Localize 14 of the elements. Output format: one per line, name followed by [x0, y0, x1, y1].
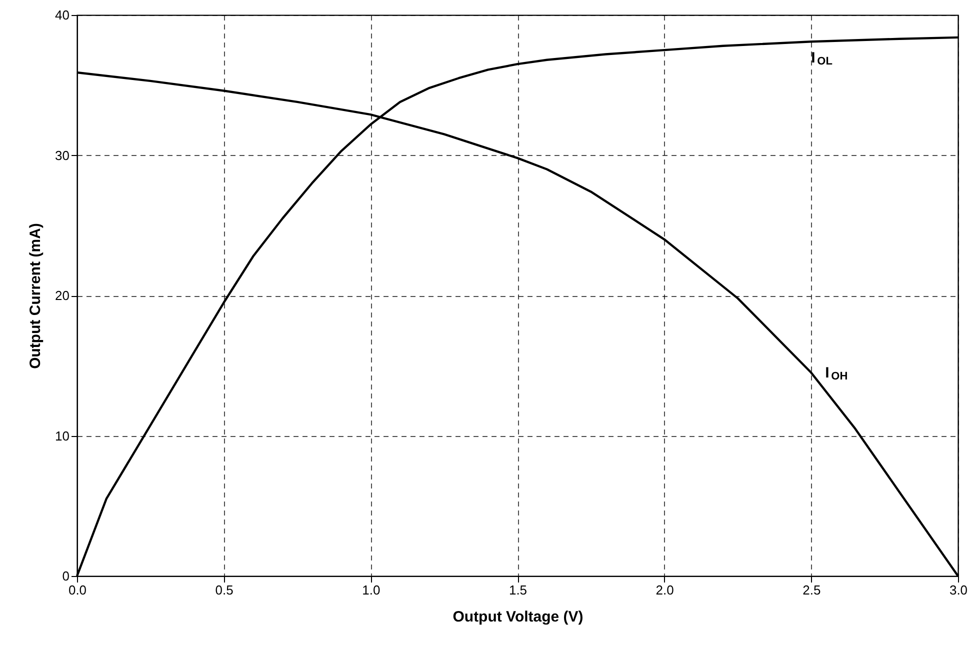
y-tick-label: 20: [55, 288, 70, 303]
x-tick-label: 3.0: [949, 582, 968, 598]
y-tick-label: 0: [62, 568, 70, 584]
x-tick-label: 0.5: [215, 582, 234, 598]
x-tick-label: 1.5: [508, 582, 528, 598]
y-tick-label: 10: [55, 428, 70, 444]
y-tick-label: 30: [55, 148, 70, 163]
y-axis-title: Output Current (mA): [27, 223, 44, 369]
x-tick-label: 2.0: [656, 582, 674, 598]
x-tick-label: 0.0: [68, 582, 87, 598]
x-axis-title: Output Voltage (V): [452, 608, 584, 626]
x-tick-label: 2.5: [802, 582, 821, 598]
x-tick-label: 1.0: [362, 582, 380, 598]
y-tick-label: 40: [55, 8, 70, 22]
